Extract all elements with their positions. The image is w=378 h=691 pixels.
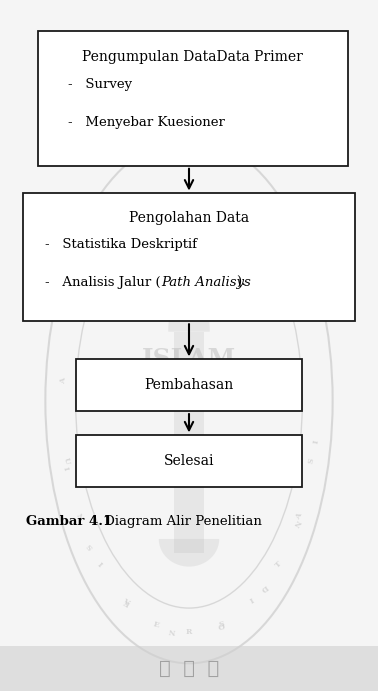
- Text: Pengolahan Data: Pengolahan Data: [129, 211, 249, 225]
- Text: A: A: [59, 377, 67, 384]
- Text: N: N: [74, 511, 85, 522]
- Polygon shape: [168, 283, 210, 332]
- Text: Pengumpulan DataData Primer: Pengumpulan DataData Primer: [82, 50, 303, 64]
- Polygon shape: [174, 332, 204, 553]
- Text: -   Survey: - Survey: [68, 78, 132, 91]
- Text: I: I: [249, 597, 256, 605]
- Bar: [0, 646, 378, 691]
- Text: -   Menyebar Kuesioner: - Menyebar Kuesioner: [68, 116, 225, 129]
- Text: Path Analisys: Path Analisys: [161, 276, 251, 290]
- Text: O: O: [216, 621, 225, 630]
- Text: ﷽  ﷼  ﷻ: ﷽ ﷼ ﷻ: [159, 659, 219, 679]
- Text: A: A: [294, 512, 304, 521]
- Text: I: I: [95, 560, 104, 569]
- Text: N: N: [169, 626, 177, 635]
- Text: N: N: [291, 518, 302, 528]
- Polygon shape: [159, 539, 219, 567]
- Text: -   Statistika Deskriptif: - Statistika Deskriptif: [45, 238, 197, 252]
- FancyBboxPatch shape: [23, 193, 355, 321]
- FancyBboxPatch shape: [76, 359, 302, 411]
- Text: I: I: [64, 465, 72, 471]
- Text: R: R: [186, 628, 192, 636]
- Text: Pembahasan: Pembahasan: [144, 378, 234, 392]
- FancyBboxPatch shape: [76, 435, 302, 487]
- Text: T: T: [274, 560, 284, 569]
- Text: S: S: [307, 457, 316, 464]
- Text: E: E: [152, 620, 160, 629]
- Text: V: V: [121, 596, 130, 606]
- Text: Selesai: Selesai: [164, 454, 214, 468]
- Text: S: S: [218, 620, 225, 629]
- Text: I: I: [310, 439, 318, 444]
- Text: D: D: [259, 583, 269, 593]
- Text: Gambar 4.1: Gambar 4.1: [26, 515, 113, 528]
- Text: ).: ).: [236, 276, 246, 290]
- Text: -   Analisis Jalur (: - Analisis Jalur (: [45, 276, 161, 290]
- Text: E: E: [122, 598, 132, 607]
- Text: ISLAM: ISLAM: [142, 348, 236, 371]
- Text: Diagram Alir Penelitian: Diagram Alir Penelitian: [100, 515, 262, 528]
- Text: U: U: [62, 457, 71, 465]
- FancyBboxPatch shape: [38, 31, 348, 166]
- Text: S: S: [85, 541, 95, 550]
